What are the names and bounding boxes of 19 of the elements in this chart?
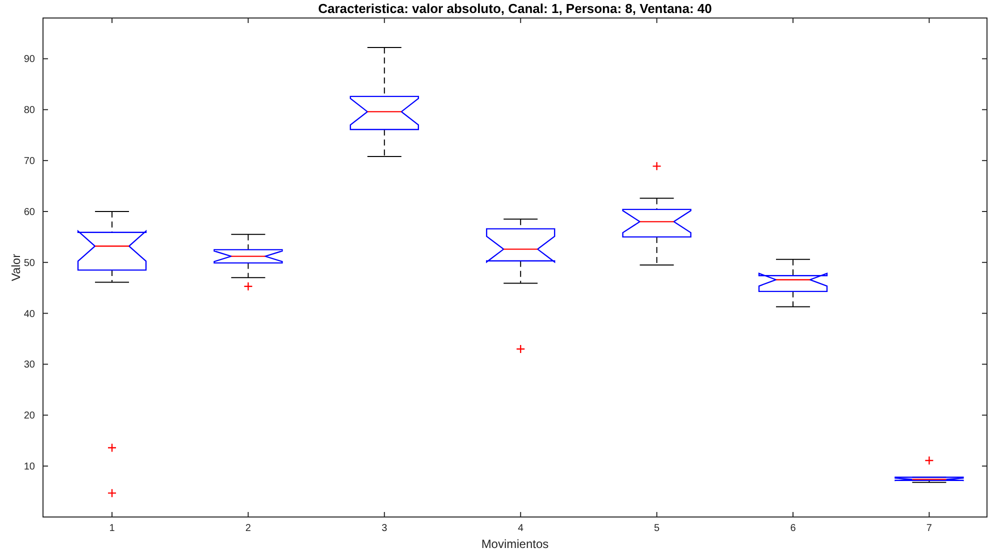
y-tick-label: 10 xyxy=(24,462,36,473)
y-tick-label: 60 xyxy=(24,206,36,218)
x-tick-label: 5 xyxy=(654,523,660,534)
y-tick-label: 40 xyxy=(24,308,36,320)
y-tick-label: 20 xyxy=(24,410,36,422)
y-tick-label: 80 xyxy=(24,105,36,116)
y-tick-label: 90 xyxy=(24,54,36,66)
y-tick-label: 70 xyxy=(24,156,36,168)
y-axis-title: Valor xyxy=(9,254,23,282)
x-tick-label: 6 xyxy=(790,523,796,534)
x-tick-label: 3 xyxy=(382,523,388,534)
x-axis-title: Movimientos xyxy=(481,537,549,551)
y-tick-label: 30 xyxy=(24,360,36,371)
x-tick-label: 2 xyxy=(245,523,252,534)
chart-title: Caracteristica: valor absoluto, Canal: 1, Persona: 8, Ventana: 40 xyxy=(318,1,712,16)
x-tick-label: 4 xyxy=(518,523,524,534)
x-tick-label: 7 xyxy=(926,523,932,534)
x-tick-label: 1 xyxy=(109,523,116,534)
y-tick-label: 50 xyxy=(24,258,36,269)
